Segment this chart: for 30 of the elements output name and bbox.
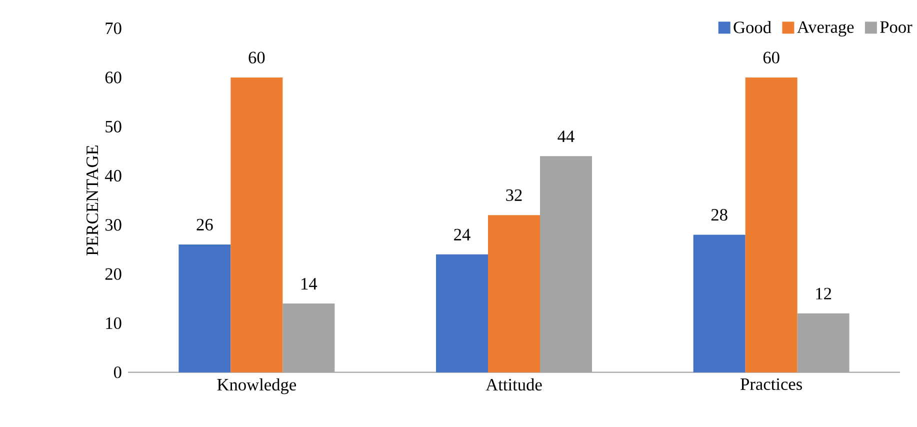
x-tick-label: Practices <box>740 378 802 390</box>
bar <box>745 77 798 372</box>
bar <box>693 234 746 372</box>
data-label: 28 <box>711 208 728 221</box>
bar <box>178 244 231 372</box>
y-tick-label: 10 <box>106 317 122 330</box>
legend-label: Poor <box>880 21 912 33</box>
y-tick-label: 60 <box>105 72 122 84</box>
bar <box>230 77 283 372</box>
y-tick-label: 70 <box>106 22 122 34</box>
data-label: 60 <box>763 52 780 64</box>
legend-label: Average <box>797 21 854 36</box>
data-label: 60 <box>248 52 265 64</box>
y-tick-label: 40 <box>104 170 122 182</box>
legend-label: Good <box>734 21 772 34</box>
data-label: 44 <box>558 130 574 142</box>
bar <box>436 254 488 372</box>
y-tick-label: 20 <box>105 268 122 280</box>
data-label: 32 <box>506 189 522 202</box>
y-tick-label: 0 <box>114 366 122 378</box>
x-tick-label: Attitude <box>486 378 542 391</box>
bar <box>488 215 540 372</box>
data-label: 26 <box>196 218 213 231</box>
x-tick-label: Knowledge <box>217 378 296 394</box>
y-axis-title: PERCENTAGE <box>86 146 98 256</box>
data-label: 14 <box>302 278 318 290</box>
y-tick-label: 50 <box>106 120 122 132</box>
y-tick-label: 30 <box>105 219 122 231</box>
data-label: 24 <box>454 228 470 240</box>
data-label: 12 <box>816 288 832 300</box>
